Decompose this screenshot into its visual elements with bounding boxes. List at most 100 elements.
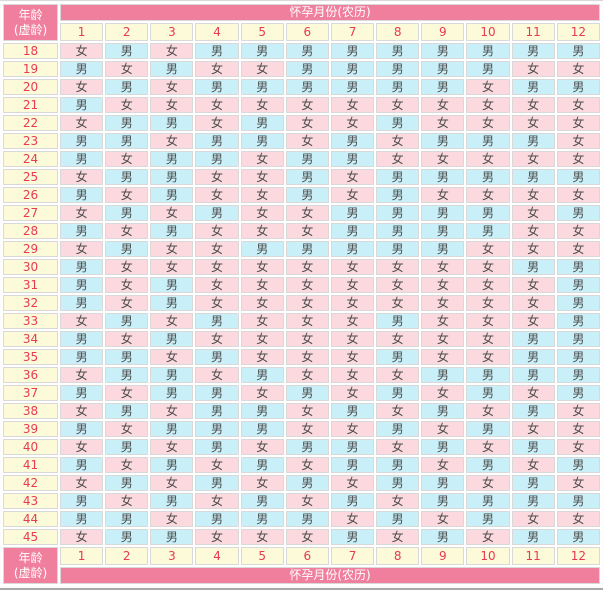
gender-cell: 女 [511,187,555,203]
age-cell: 40 [3,439,58,455]
age-header-cell: 年龄 (虚龄) [3,4,58,41]
month-number-cell: 3 [150,23,194,41]
gender-cell: 女 [240,259,284,275]
gender-cell: 女 [556,421,600,437]
age-cell: 34 [3,331,58,347]
gender-cell: 男 [421,205,465,221]
table-row: 39 男女男男男女女男女男女女 [3,421,600,437]
gender-cell: 女 [511,97,555,113]
table-row: 33 女男女男女女女男女女女男 [3,313,600,329]
gender-cell: 男 [421,367,465,383]
month-number-cell: 11 [511,547,555,565]
gender-cell: 女 [330,277,375,293]
gender-cell: 男 [421,43,465,59]
gender-cell: 女 [105,331,149,347]
age-cell: 42 [3,475,58,491]
gender-cell: 男 [466,367,510,383]
gender-cell: 女 [285,115,329,131]
gender-cell: 女 [60,367,104,383]
gender-cell: 女 [376,97,420,113]
month-number-cell: 1 [60,547,104,565]
gender-cell: 女 [150,475,194,491]
gender-cell: 男 [556,331,600,347]
gender-cell: 男 [511,439,555,455]
gender-cell: 女 [421,457,465,473]
gender-cell: 男 [376,115,420,131]
gender-cell: 男 [195,349,239,365]
gender-cell: 女 [330,385,375,401]
table-row: 18 女男女男男男男男男男男男 [3,43,600,59]
age-cell: 24 [3,151,58,167]
table-row: 35 男男女男女女女男女女男男 [3,349,600,365]
gender-cell: 女 [105,493,149,509]
gender-cell: 女 [240,439,284,455]
month-number-cell: 2 [105,23,149,41]
gender-cell: 男 [466,133,510,149]
gender-cell: 女 [240,97,284,113]
table-row: 41 男女男女男女男男女男女男 [3,457,600,473]
table-row: 20 女男女男男男男男男女男男 [3,79,600,95]
gender-cell: 男 [466,61,510,77]
table-row: 30 男女女女女女女女女女男男 [3,259,600,275]
gender-cell: 男 [105,439,149,455]
gender-cell: 男 [60,295,104,311]
gender-cell: 男 [105,367,149,383]
gender-cell: 女 [195,295,239,311]
gender-cell: 男 [421,223,465,239]
gender-cell: 男 [421,439,465,455]
gender-cell: 女 [195,529,239,545]
age-footer-label-line1: 年龄 [18,550,43,565]
gender-cell: 男 [376,169,420,185]
gender-cell: 女 [105,61,149,77]
gender-cell: 女 [466,475,510,491]
gender-cell: 女 [556,223,600,239]
month-number-cell: 12 [556,547,600,565]
gender-cell: 女 [556,115,600,131]
gender-cell: 男 [285,61,329,77]
month-number-cell: 4 [195,23,239,41]
gender-cell: 男 [150,187,194,203]
gender-cell: 男 [330,61,375,77]
month-number-cell: 6 [285,547,329,565]
gender-cell: 男 [285,475,329,491]
age-cell: 29 [3,241,58,257]
gender-cell: 女 [466,331,510,347]
gender-cell: 女 [330,97,375,113]
gender-cell: 男 [330,439,375,455]
age-cell: 43 [3,493,58,509]
gender-cell: 男 [376,421,420,437]
gender-cell: 男 [330,43,375,59]
gender-cell: 男 [285,187,329,203]
month-number-cell: 4 [195,547,239,565]
gender-cell: 男 [376,241,420,257]
gender-cell: 男 [195,313,239,329]
gender-cell: 男 [195,421,239,437]
gender-cell: 男 [285,385,329,401]
gender-cell: 男 [285,151,329,167]
footer-months-row: 年龄 (虚龄) 1 2 3 4 5 6 7 8 9 10 11 12 [3,547,600,584]
gender-cell: 女 [376,295,420,311]
gender-cell: 男 [195,205,239,221]
gender-cell: 女 [330,349,375,365]
gender-cell: 男 [240,457,284,473]
age-footer-cell: 年龄 (虚龄) [3,547,58,584]
gender-cell: 女 [195,115,239,131]
gender-cell: 男 [150,295,194,311]
gender-cell: 女 [376,439,420,455]
gender-cell: 女 [150,205,194,221]
gender-cell: 男 [195,79,239,95]
gender-cell: 男 [240,493,284,509]
gender-cell: 男 [330,79,375,95]
gender-cell: 男 [421,403,465,419]
table-row: 28 男女男女女女男男男男女女 [3,223,600,239]
month-number-cell: 9 [421,23,465,41]
gender-cell: 女 [195,169,239,185]
gender-cell: 男 [376,187,420,203]
gender-cell: 男 [511,349,555,365]
gender-cell: 男 [466,205,510,221]
gender-cell: 男 [150,421,194,437]
month-number-cell: 11 [511,23,555,41]
gender-cell: 男 [285,43,329,59]
gender-cell: 女 [285,277,329,293]
